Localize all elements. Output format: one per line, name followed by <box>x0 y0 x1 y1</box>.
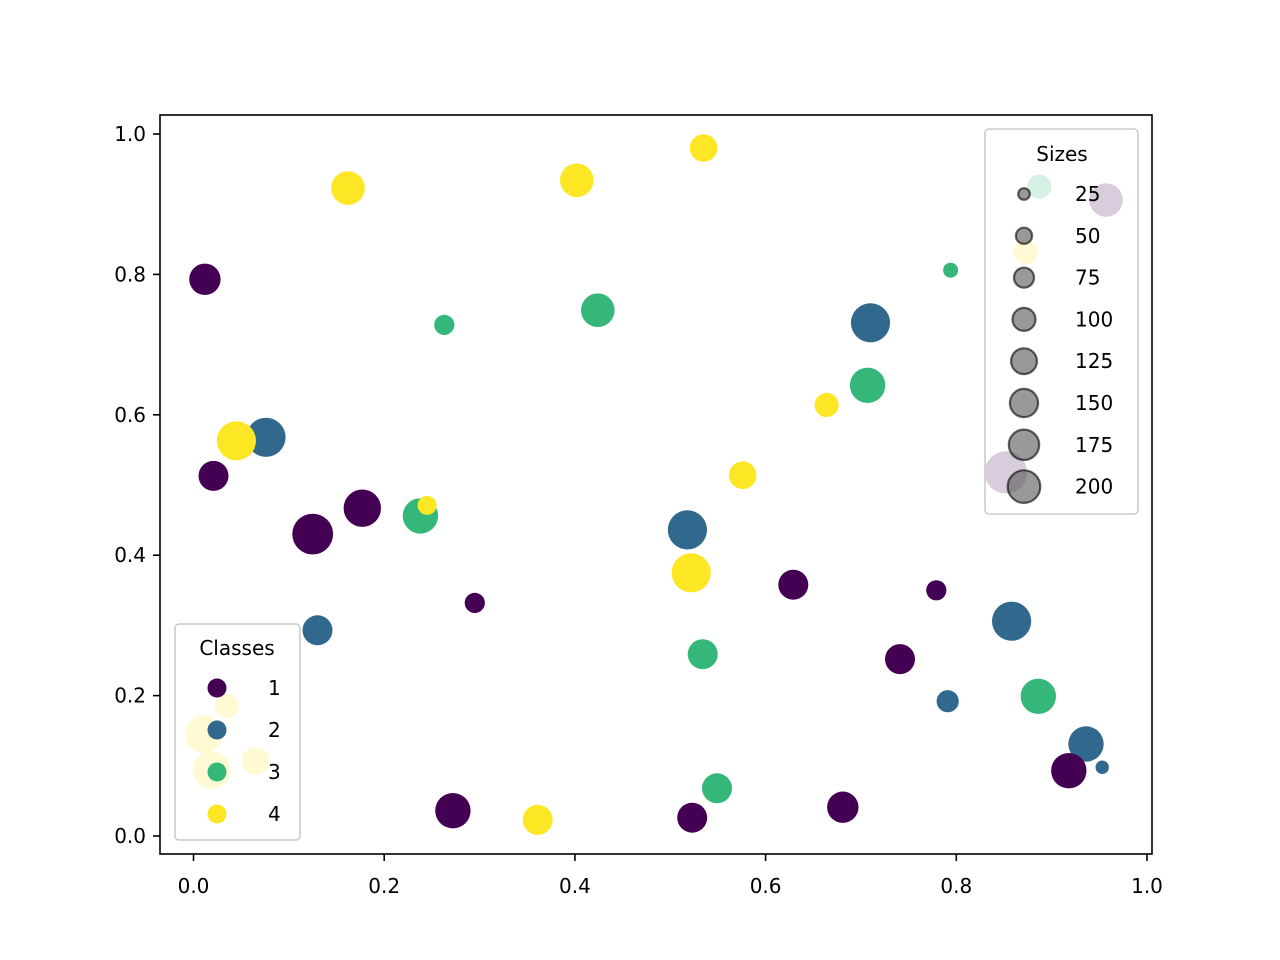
data-point <box>434 314 455 335</box>
legend-size-marker-icon <box>1007 428 1041 462</box>
data-point <box>992 601 1032 641</box>
y-tick-label: 0.4 <box>114 543 146 567</box>
legend-marker-icon <box>207 678 227 698</box>
data-point <box>850 303 891 343</box>
data-point <box>435 793 471 829</box>
data-point <box>849 367 886 403</box>
x-axis: 0.0 0.2 0.4 0.6 0.8 1.0 <box>178 854 1163 898</box>
y-axis: 0.0 0.2 0.4 0.6 0.8 1.0 <box>114 122 160 848</box>
data-point <box>464 592 485 614</box>
data-point <box>302 615 333 646</box>
data-point <box>331 171 365 205</box>
data-point <box>936 690 959 713</box>
legend-label: 25 <box>1075 182 1100 206</box>
legend-label: 2 <box>268 718 281 742</box>
y-tick-label: 1.0 <box>114 122 146 146</box>
data-point <box>1020 678 1056 714</box>
y-tick-label: 0.2 <box>114 684 146 708</box>
data-point <box>814 392 839 418</box>
data-point <box>671 553 711 593</box>
data-point <box>728 461 757 490</box>
data-point <box>1095 760 1109 774</box>
legend-label: 4 <box>268 802 281 826</box>
legend-title: Sizes <box>1036 142 1087 166</box>
legend-sizes: Sizes 25 50 75 100 125 150 175 200 <box>984 128 1139 515</box>
x-tick-label: 1.0 <box>1131 874 1163 898</box>
data-point <box>522 804 553 835</box>
legend-frame <box>174 623 301 841</box>
legend-label: 50 <box>1075 224 1100 248</box>
legend-size-marker-icon <box>1006 469 1042 505</box>
x-tick-label: 0.2 <box>368 874 400 898</box>
legend-marker-icon <box>207 804 227 824</box>
data-point <box>677 802 708 833</box>
data-point <box>689 134 718 162</box>
legend-size-marker-icon <box>1009 347 1038 376</box>
legend-size-marker-icon <box>1012 266 1036 289</box>
data-point <box>885 644 915 675</box>
legend-size-marker-icon <box>1008 387 1040 419</box>
data-point <box>778 569 809 600</box>
legend-size-marker-icon <box>1017 187 1031 201</box>
legend-label: 150 <box>1075 391 1113 415</box>
data-point <box>292 513 334 555</box>
legend-label: 200 <box>1075 475 1113 499</box>
data-point <box>827 791 859 823</box>
data-point <box>343 489 381 527</box>
legend-size-marker-icon <box>1011 306 1037 332</box>
legend-label: 3 <box>268 760 281 784</box>
data-point <box>189 263 221 295</box>
legend-frame <box>984 128 1139 515</box>
legend-label: 125 <box>1075 349 1113 373</box>
x-tick-label: 0.6 <box>750 874 782 898</box>
legend-label: 100 <box>1075 307 1113 331</box>
legend-title: Classes <box>199 636 274 660</box>
axes-frame <box>159 114 1153 855</box>
legend-label: 1 <box>268 676 281 700</box>
legend-size-marker-icon <box>1014 226 1034 245</box>
data-point <box>581 293 615 328</box>
legend-marker-icon <box>207 762 227 782</box>
data-point <box>926 580 947 601</box>
x-tick-label: 0.8 <box>940 874 972 898</box>
legend-label: 175 <box>1075 433 1113 457</box>
data-point <box>1051 753 1087 789</box>
y-tick-label: 0.6 <box>114 403 146 427</box>
y-tick-label: 0.0 <box>114 824 146 848</box>
x-tick-label: 0.4 <box>559 874 591 898</box>
data-point <box>198 460 229 491</box>
data-point <box>417 495 437 515</box>
data-point <box>246 417 286 457</box>
legend-marker-icon <box>207 720 227 740</box>
data-point <box>667 510 708 550</box>
y-tick-label: 0.8 <box>114 262 146 286</box>
data-point <box>216 421 256 461</box>
legend-classes: Classes 1 2 3 4 <box>174 623 301 841</box>
data-point <box>943 262 959 278</box>
data-point <box>687 639 718 670</box>
data-point <box>560 163 594 198</box>
data-point <box>702 773 732 804</box>
x-tick-label: 0.0 <box>178 874 210 898</box>
legend-label: 75 <box>1075 266 1100 290</box>
data-point <box>1068 726 1104 762</box>
